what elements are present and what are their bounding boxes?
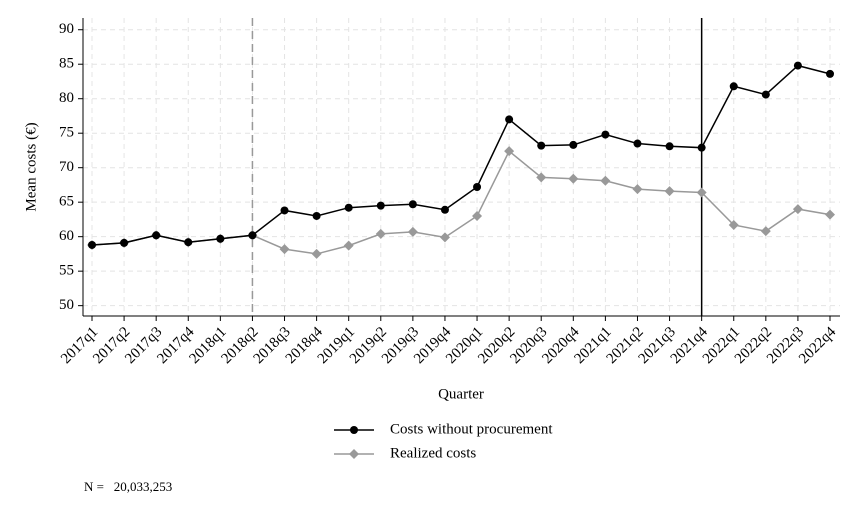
point: [473, 183, 482, 192]
point: [569, 140, 578, 149]
point: [88, 240, 96, 249]
legend-label: Costs without procurement: [390, 421, 553, 437]
note: N = 20,033,253: [84, 479, 172, 494]
point: [792, 204, 803, 215]
point: [536, 172, 547, 183]
point: [664, 186, 675, 197]
point: [826, 69, 834, 78]
point: [728, 219, 739, 230]
point: [375, 228, 386, 239]
point: [568, 173, 579, 184]
point: [633, 139, 642, 148]
y-tick-label: 55: [59, 263, 74, 279]
point: [120, 238, 129, 247]
point: [600, 175, 611, 186]
point: [184, 238, 193, 247]
point: [760, 226, 771, 237]
point: [312, 211, 321, 220]
point: [439, 232, 450, 243]
legend-marker: [350, 426, 358, 434]
point: [505, 115, 514, 124]
point: [344, 203, 353, 212]
legend-marker: [349, 449, 359, 459]
point: [408, 200, 417, 209]
y-tick-label: 70: [59, 159, 74, 175]
y-tick-label: 65: [59, 194, 74, 210]
legend-label: Realized costs: [390, 445, 476, 461]
x-axis-title: Quarter: [438, 386, 484, 402]
point: [761, 90, 770, 99]
point: [440, 205, 449, 214]
y-tick-label: 75: [59, 125, 74, 141]
point: [665, 142, 674, 151]
point: [407, 226, 418, 237]
y-tick-label: 60: [59, 228, 74, 244]
point: [697, 143, 706, 152]
y-axis-title: Mean costs (€): [23, 122, 39, 211]
point: [248, 231, 257, 240]
point: [793, 61, 802, 70]
point: [279, 244, 290, 255]
series-line: [91, 64, 831, 246]
point: [729, 82, 738, 91]
y-tick-label: 85: [59, 56, 74, 72]
point: [537, 141, 546, 150]
point: [825, 209, 835, 220]
point: [632, 184, 643, 195]
point: [504, 146, 515, 157]
point: [472, 210, 483, 221]
y-tick-label: 50: [59, 297, 74, 313]
point: [696, 187, 707, 198]
point: [376, 201, 385, 210]
point: [601, 130, 610, 139]
y-tick-label: 90: [59, 21, 74, 37]
point: [311, 248, 322, 259]
point: [152, 231, 161, 240]
point: [280, 206, 289, 215]
point: [343, 240, 354, 251]
y-tick-label: 80: [59, 90, 74, 106]
point: [216, 234, 225, 243]
x-tick-label: 2022q4: [796, 324, 839, 367]
